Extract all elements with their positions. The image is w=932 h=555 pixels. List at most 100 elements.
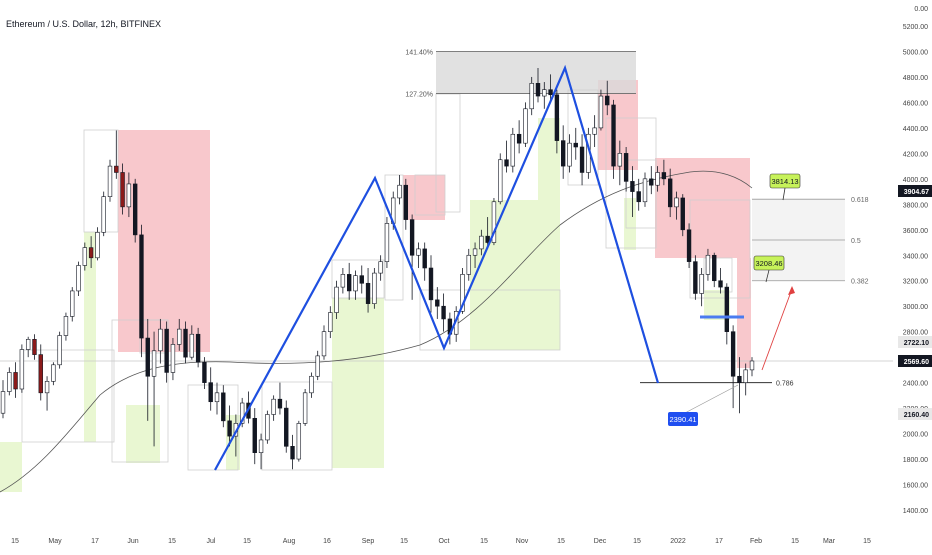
- candle-body-48: [302, 392, 308, 424]
- y-tick-label-20: 1400.00: [903, 508, 928, 515]
- x-tick-label-4: 15: [168, 538, 176, 545]
- y-axis: 0.00 5200.00 5000.00 4800.00 4600.00 4400.00 4…: [898, 6, 932, 515]
- x-tick-label-5: Jul: [207, 538, 216, 545]
- y-tick-label-15: 2400.00: [903, 381, 928, 388]
- x-tick-label-3: Jun: [127, 538, 138, 545]
- zone-11: [538, 118, 560, 208]
- price-label-1: 2722.10: [904, 340, 929, 347]
- x-tick-label-8: 16: [323, 538, 331, 545]
- callout-2-box: [668, 412, 698, 426]
- candle-body-32: [202, 361, 207, 383]
- candle-body-78: [491, 201, 497, 243]
- y-tick-label-11: 3200.00: [903, 279, 928, 286]
- candle-body-3: [19, 349, 25, 390]
- x-tick-label-0: 15: [11, 538, 19, 545]
- candle-body-13: [82, 247, 88, 266]
- zone-7: [126, 405, 160, 463]
- candle-body-110: [693, 261, 698, 294]
- outline-box-10: [435, 93, 461, 213]
- price-label-2: 2569.60: [904, 359, 929, 366]
- candle-body-65: [409, 219, 415, 256]
- outline-box-8: [414, 174, 446, 216]
- fib-top-label-1: 127.20%: [405, 92, 433, 99]
- x-tick-label-16: 15: [633, 538, 641, 545]
- y-tick-label-9: 3600.00: [903, 228, 928, 235]
- callout-0-box: [769, 173, 801, 189]
- candle-body-51: [321, 331, 327, 357]
- x-tick-label-6: 15: [243, 538, 251, 545]
- x-tick-label-20: 15: [791, 538, 799, 545]
- callout-0-text: 3814.13: [771, 177, 798, 186]
- candle-body-88: [554, 94, 560, 141]
- x-tick-label-15: Dec: [594, 538, 607, 545]
- candle-body-27: [170, 344, 176, 373]
- y-tick-label-0: 0.00: [914, 6, 928, 13]
- candle-body-60: [378, 261, 383, 274]
- callout-1-text: 3208.46: [755, 259, 782, 268]
- candle-body-82: [516, 133, 522, 144]
- y-tick-label-12: 3000.00: [903, 304, 928, 311]
- candle-body-56: [353, 275, 358, 292]
- x-tick-label-17: 2022: [670, 538, 686, 545]
- candle-body-59: [372, 272, 377, 304]
- candle-body-101: [636, 191, 641, 203]
- candle-body-33: [208, 382, 213, 403]
- projection-arrow-head: [788, 286, 795, 295]
- candle-body-47: [296, 423, 302, 460]
- candle-body-73: [460, 274, 465, 312]
- candle-body-79: [498, 159, 503, 203]
- x-tick-label-22: 15: [863, 538, 871, 545]
- candle-body-61: [384, 223, 390, 262]
- candle-body-52: [328, 312, 333, 332]
- zone-3: [655, 158, 750, 258]
- zone-0: [118, 130, 210, 352]
- candle-body-38: [239, 402, 245, 424]
- candle-body-90: [567, 142, 572, 167]
- candle-body-54: [340, 274, 346, 288]
- y-tick-label-2: 5000.00: [903, 49, 928, 56]
- candle-body-12: [76, 265, 81, 292]
- projection-arrow-line: [761, 288, 793, 371]
- candle-body-10: [63, 316, 69, 336]
- y-tick-label-13: 2800.00: [903, 330, 928, 337]
- candle-body-106: [667, 178, 673, 208]
- candle-body-4: [25, 339, 31, 350]
- candle-body-108: [680, 197, 685, 231]
- price-label-bg-1: [898, 336, 932, 348]
- candle-body-97: [611, 104, 616, 167]
- candle-body-9: [57, 335, 62, 366]
- candle-body-46: [290, 446, 295, 460]
- y-tick-label-3: 4800.00: [903, 75, 928, 82]
- outline-box-15: [703, 257, 733, 293]
- candle-body-83: [523, 108, 528, 144]
- zigzag-line: [214, 64, 660, 471]
- y-tick-label-18: 1800.00: [903, 457, 928, 464]
- candle-body-41: [258, 439, 264, 453]
- candle-body-111: [699, 274, 704, 294]
- candle-body-87: [548, 89, 553, 96]
- candle-body-77: [485, 235, 490, 243]
- outline-box-6: [331, 259, 385, 299]
- candle-body-35: [221, 392, 226, 422]
- callout-0-leader: [782, 187, 786, 201]
- callout-1-leader: [765, 269, 770, 283]
- candle-body-85: [535, 83, 541, 97]
- candle-body-94: [592, 127, 597, 135]
- candle-body-115: [724, 286, 730, 332]
- candle-body-34: [214, 392, 220, 403]
- price-label-bg-3: [898, 408, 932, 420]
- x-tick-label-7: Aug: [283, 538, 296, 545]
- zone-9: [332, 298, 384, 468]
- candle-body-114: [718, 280, 723, 288]
- zone-5: [0, 442, 22, 492]
- candle-body-64: [403, 184, 409, 220]
- candle-body-0: [0, 391, 6, 414]
- candle-body-76: [479, 235, 484, 250]
- zone-4: [737, 258, 751, 368]
- candle-body-66: [416, 248, 421, 256]
- candle-body-116: [730, 331, 736, 377]
- candle-body-1: [7, 372, 12, 392]
- outline-box-13: [625, 159, 657, 229]
